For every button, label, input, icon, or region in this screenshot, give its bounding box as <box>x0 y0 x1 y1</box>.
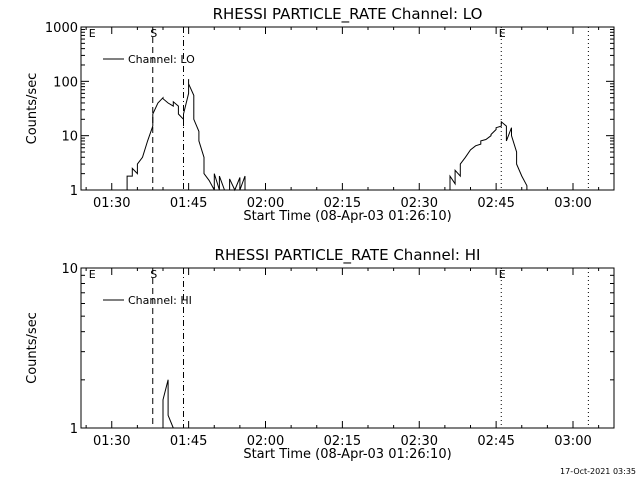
x-tick-label: 01:45 <box>170 196 207 211</box>
x-tick-label: 02:15 <box>324 196 361 211</box>
y-tick-label: 1000 <box>45 21 78 36</box>
data-series-line <box>449 120 528 190</box>
x-tick-label: 02:15 <box>324 434 361 449</box>
event-marker-label: S <box>150 27 157 40</box>
generation-timestamp: 17-Oct-2021 03:35 <box>560 467 636 476</box>
x-axis-label: Start Time (08-Apr-03 01:26:10) <box>243 209 451 224</box>
x-tick-label: 02:00 <box>247 196 284 211</box>
x-tick-label: 02:30 <box>401 196 438 211</box>
chart-title: RHESSI PARTICLE_RATE Channel: LO <box>213 5 483 24</box>
y-tick-label: 1 <box>70 422 78 437</box>
chart-title: RHESSI PARTICLE_RATE Channel: HI <box>215 246 481 265</box>
x-tick-label: 01:45 <box>170 434 207 449</box>
y-axis-label: Counts/sec <box>25 312 40 384</box>
event-marker-label: E <box>499 27 506 40</box>
plot-frame <box>80 26 615 191</box>
plot-frame <box>80 267 615 429</box>
data-series-line <box>126 79 246 192</box>
lo-channel-panel: RHESSI PARTICLE_RATE Channel: LO 01:30 01:… <box>25 5 615 224</box>
legend-label: Channel: LO <box>128 53 195 66</box>
data-series-line <box>162 379 174 429</box>
event-marker-label: S <box>150 268 157 281</box>
event-marker-label: E <box>89 268 96 281</box>
x-tick-label: 02:30 <box>401 434 438 449</box>
x-tick-label: 02:45 <box>477 196 514 211</box>
x-tick-label: 02:45 <box>477 434 514 449</box>
legend-label: Channel: HI <box>128 294 192 307</box>
y-tick-label: 100 <box>53 75 78 90</box>
x-tick-label: 02:00 <box>247 434 284 449</box>
x-tick-label: 03:00 <box>554 196 591 211</box>
y-tick-label: 10 <box>61 262 78 277</box>
y-axis-label: Counts/sec <box>25 73 40 145</box>
x-tick-label: 03:00 <box>554 434 591 449</box>
hi-channel-panel: RHESSI PARTICLE_RATE Channel: HI 01:30 01:… <box>25 246 615 462</box>
x-tick-label: 01:30 <box>93 196 130 211</box>
y-tick-label: 1 <box>70 184 78 199</box>
y-tick-label: 10 <box>61 130 78 145</box>
event-marker-label: E <box>499 268 506 281</box>
x-axis-label: Start Time (08-Apr-03 01:26:10) <box>243 447 451 462</box>
event-marker-label: E <box>89 27 96 40</box>
x-tick-label: 01:30 <box>93 434 130 449</box>
